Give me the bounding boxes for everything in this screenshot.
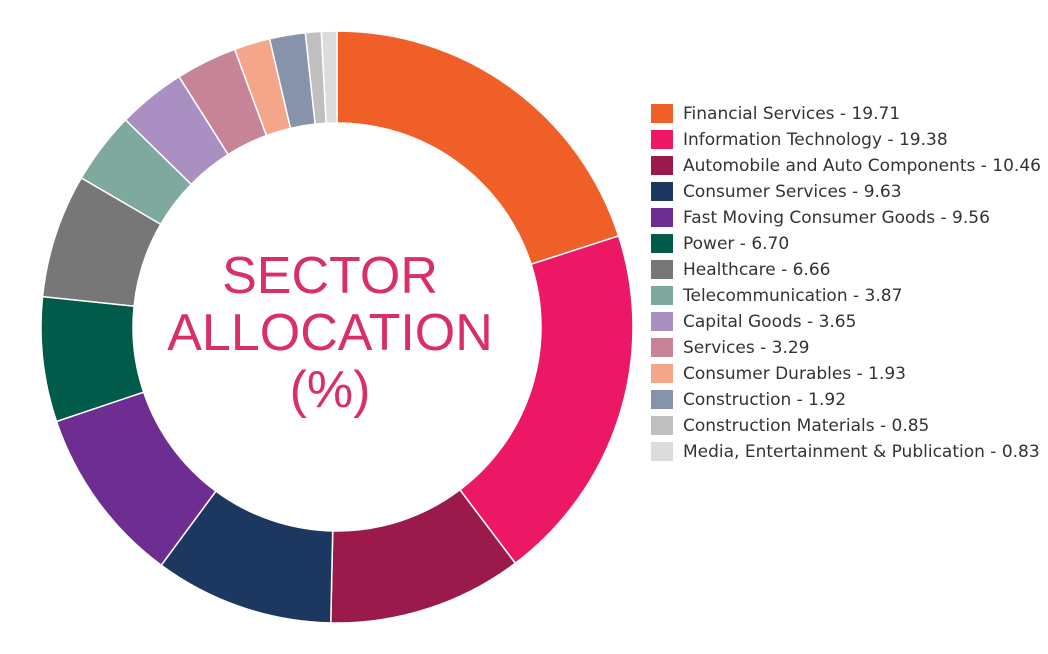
- legend-swatch: [651, 416, 673, 435]
- legend-label: Telecommunication - 3.87: [683, 286, 903, 306]
- legend-swatch: [651, 130, 673, 149]
- legend-label: Construction - 1.92: [683, 390, 847, 410]
- legend-swatch: [651, 208, 673, 227]
- chart-title-line-3: (%): [289, 361, 371, 419]
- chart-title-line-1: SECTOR: [222, 247, 438, 305]
- chart-title-line-2: ALLOCATION: [167, 304, 493, 362]
- legend-label: Power - 6.70: [683, 234, 790, 254]
- donut-slice-financial-services: [336, 30, 620, 266]
- legend-swatch: [651, 338, 673, 357]
- legend-item: Construction Materials - 0.85: [651, 414, 1041, 439]
- legend-item: Fast Moving Consumer Goods - 9.56: [651, 206, 1041, 231]
- legend-swatch: [651, 182, 673, 201]
- legend-swatch: [651, 104, 673, 123]
- legend-label: Services - 3.29: [683, 338, 810, 358]
- donut-slice-media-entertainment-publication: [320, 30, 338, 125]
- legend-swatch: [651, 390, 673, 409]
- legend-item: Automobile and Auto Components - 10.46: [651, 154, 1041, 179]
- legend-swatch: [651, 286, 673, 305]
- legend-item: Construction - 1.92: [651, 388, 1041, 413]
- legend-swatch: [651, 156, 673, 175]
- legend-label: Information Technology - 19.38: [683, 130, 948, 150]
- legend-swatch: [651, 364, 673, 383]
- legend-label: Construction Materials - 0.85: [683, 416, 930, 436]
- legend-item: Consumer Durables - 1.93: [651, 362, 1041, 387]
- legend-item: Financial Services - 19.71: [651, 102, 1041, 127]
- legend-label: Financial Services - 19.71: [683, 104, 901, 124]
- legend-label: Automobile and Auto Components - 10.46: [683, 156, 1041, 176]
- legend-label: Media, Entertainment & Publication - 0.8…: [683, 442, 1040, 462]
- legend-item: Services - 3.29: [651, 336, 1041, 361]
- legend-item: Healthcare - 6.66: [651, 258, 1041, 283]
- legend-label: Fast Moving Consumer Goods - 9.56: [683, 208, 990, 228]
- chart-legend: Financial Services - 19.71 Information Te…: [651, 102, 1041, 466]
- legend-label: Consumer Durables - 1.93: [683, 364, 906, 384]
- legend-label: Capital Goods - 3.65: [683, 312, 857, 332]
- legend-item: Power - 6.70: [651, 232, 1041, 257]
- legend-swatch: [651, 234, 673, 253]
- legend-swatch: [651, 442, 673, 461]
- legend-label: Healthcare - 6.66: [683, 260, 831, 280]
- legend-item: Information Technology - 19.38: [651, 128, 1041, 153]
- legend-item: Consumer Services - 9.63: [651, 180, 1041, 205]
- legend-swatch: [651, 260, 673, 279]
- legend-item: Telecommunication - 3.87: [651, 284, 1041, 309]
- legend-item: Capital Goods - 3.65: [651, 310, 1041, 335]
- chart-title: SECTOR ALLOCATION (%): [160, 248, 500, 419]
- legend-swatch: [651, 312, 673, 331]
- legend-item: Media, Entertainment & Publication - 0.8…: [651, 440, 1041, 465]
- legend-label: Consumer Services - 9.63: [683, 182, 902, 202]
